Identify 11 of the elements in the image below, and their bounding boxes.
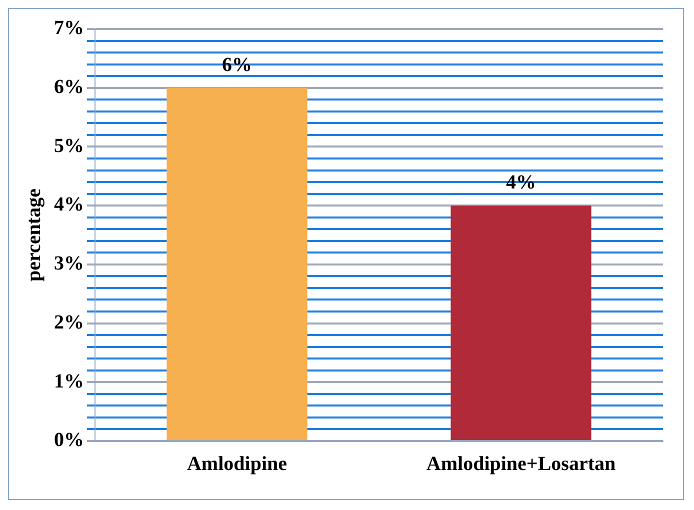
y-tick-label: 1%	[54, 370, 84, 392]
y-axis-title: percentage	[23, 188, 46, 282]
y-tick-label: 3%	[54, 252, 84, 275]
y-tick-label: 6%	[54, 76, 84, 98]
y-tick-label: 5%	[54, 134, 84, 157]
y-tick-label: 2%	[54, 311, 84, 334]
x-tick-label: Amlodipine	[186, 453, 288, 476]
y-tick-label: 4%	[54, 194, 84, 216]
y-tick-label: 0%	[54, 429, 84, 452]
y-tick-label: 7%	[54, 17, 84, 40]
x-tick-label: Amlodipine+Losartan	[426, 453, 616, 476]
